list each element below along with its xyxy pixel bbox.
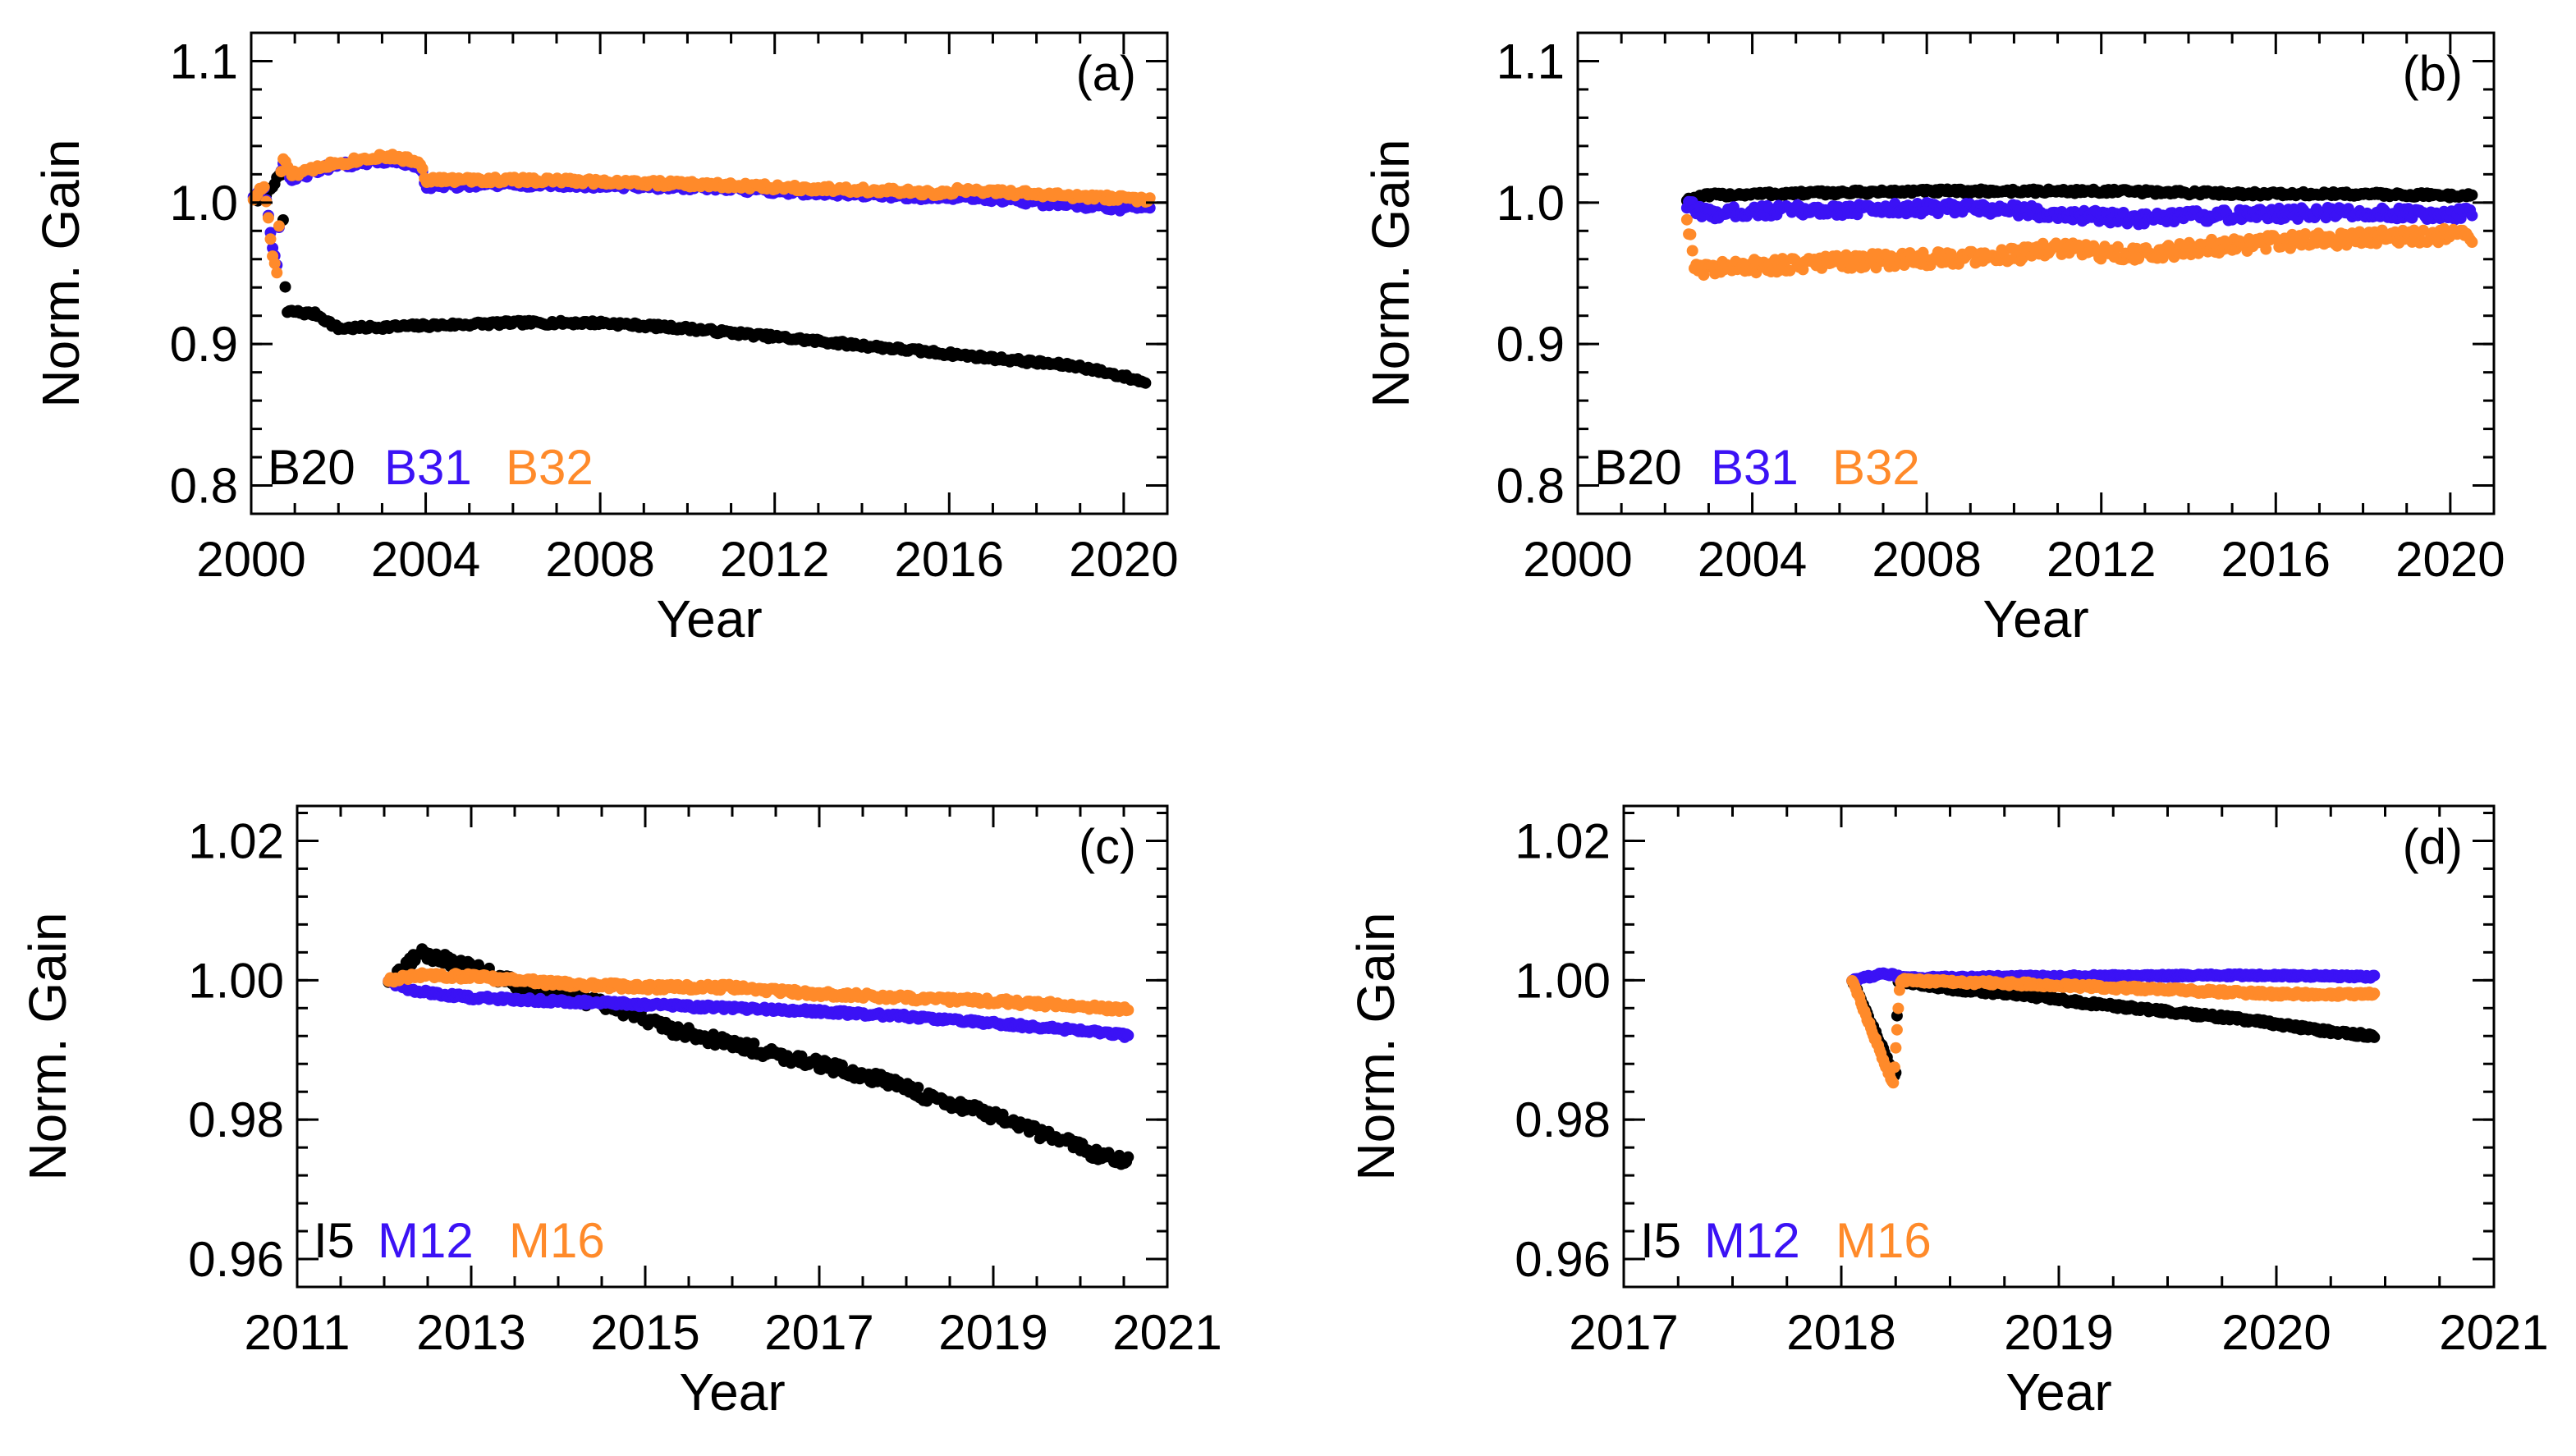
data-point [1122,1004,1134,1016]
x-tick-label: 2016 [2221,532,2331,587]
data-point [416,163,429,175]
data-point [912,1082,924,1093]
y-tick-label: 1.0 [1497,176,1565,231]
x-tick-label: 2012 [2047,532,2156,587]
y-tick-label: 0.9 [170,317,238,372]
series-B32 [1680,213,2478,282]
data-point [1891,1023,1903,1036]
data-point [2299,228,2312,240]
data-point [273,220,285,232]
series-points-b [1680,183,2478,282]
x-tick-label: 2020 [1069,532,1178,587]
data-point [262,212,274,224]
y-tick-label: 0.96 [188,1232,284,1287]
series-B31 [1680,195,2478,231]
data-point [1144,192,1156,204]
x-tick-label: 2015 [590,1305,699,1360]
data-point [1887,1077,1900,1089]
x-tick-label: 2004 [1698,532,1807,587]
x-tick-label: 2021 [1112,1305,1222,1360]
data-point [1139,377,1152,389]
series-points-c [383,943,1134,1170]
x-tick-label: 2011 [244,1305,350,1360]
y-tick-label: 1.1 [1497,34,1565,89]
chart-panel-c: 2011 2013 2015 2017 2019 2021 0.96 0.98 1.00 1.02… [18,804,1222,1422]
plot-frame [250,31,1169,515]
legend-entry-B20: B20 [268,440,355,495]
data-point [2111,240,2124,253]
data-point [258,181,270,193]
data-point [1684,228,1697,240]
data-point [2466,236,2478,248]
data-point [271,267,283,279]
data-point [1698,269,1710,282]
x-tick-label: 2017 [764,1305,873,1360]
data-point [1122,1029,1134,1042]
data-point [2368,1031,2381,1043]
x-axis-label: Year [1982,589,2088,648]
legend-entry-B20: B20 [1594,440,1682,495]
data-point [2368,969,2381,982]
x-tick-label: 2000 [196,532,305,587]
series-B20 [1680,183,2478,207]
x-tick-label: 2004 [371,532,480,587]
x-axis-label: Year [656,589,762,648]
x-tick-label: 2016 [895,532,1004,587]
x-tick-label: 2020 [2395,532,2505,587]
y-tick-label: 1.1 [170,34,238,89]
y-axis-label: Norm. Gain [1361,139,1420,407]
y-tick-label: 0.8 [1497,459,1565,514]
x-tick-label: 2012 [720,532,829,587]
legend-entry-M12: M12 [378,1213,474,1268]
series-B31 [247,153,1156,271]
legend-entry-B31: B31 [384,440,472,495]
data-point [268,257,281,269]
chart-panel-d: 2017 2018 2019 2020 20210.960.981.001.02Year… [1346,804,2549,1422]
data-point [2466,209,2478,222]
chart-panel-a: 2000 2004 2008 2012 2016 2020 0.8 0.9 1.0 1.1 Year… [31,31,1179,648]
x-tick-label: 2008 [1872,532,1981,587]
y-tick-label: 0.9 [1497,317,1565,372]
y-tick-label: 0.8 [170,459,238,514]
data-point [1892,1002,1904,1014]
legend-entry-B31: B31 [1711,440,1799,495]
legend-entry-I5: I5 [314,1213,355,1268]
data-point [279,281,291,293]
panel-label: (a) [1076,46,1136,101]
data-point [2157,252,2169,264]
series-B32 [247,149,1156,279]
data-point [2260,243,2272,255]
series-points-a [247,149,1156,389]
data-point [2466,189,2478,201]
legend-entry-B32: B32 [506,440,594,495]
chart-panel-b: 2000 2004 2008 2012 2016 2020 0.8 0.9 1.0 1.1 Year… [1361,31,2505,648]
data-point [264,233,277,245]
data-point [1890,1042,1902,1054]
y-axis-label: Norm. Gain [31,139,90,407]
y-tick-label: 0.98 [188,1092,284,1147]
x-tick-label: 2000 [1523,532,1632,587]
data-point [1686,245,1698,257]
series-B20 [252,169,1152,389]
data-point [1680,213,1693,226]
legend-entry-B32: B32 [1832,440,1920,495]
y-tick-label: 1.0 [170,176,238,231]
x-tick-label: 2019 [938,1305,1047,1360]
data-point [1888,1061,1900,1074]
series-points-d [1846,967,2381,1089]
x-tick-label: 2008 [545,532,654,587]
legend-entry-M16: M16 [509,1213,605,1268]
panel-label: (b) [2403,46,2463,101]
y-tick-label: 1.02 [188,813,284,868]
panel-label: (c) [1079,819,1136,874]
x-axis-label: Year [679,1362,785,1422]
y-axis-label: Norm. Gain [18,912,77,1180]
x-tick-label: 2013 [416,1305,525,1360]
data-point [1122,1151,1134,1163]
y-tick-label: 1.00 [188,953,284,1008]
